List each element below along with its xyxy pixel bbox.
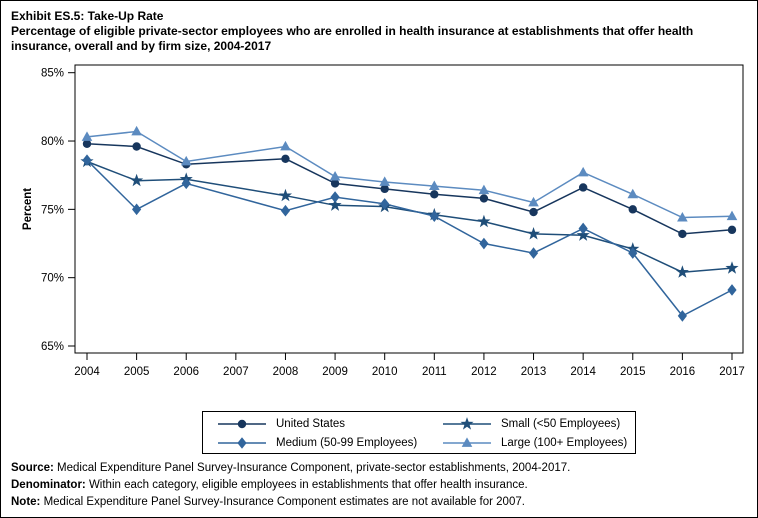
legend-item-small: Small (<50 Employees) xyxy=(442,414,627,433)
diamond-marker-icon xyxy=(280,204,291,217)
legend-label: Small (<50 Employees) xyxy=(501,417,621,430)
triangle-marker-icon xyxy=(429,180,440,191)
x-tick-label: 2009 xyxy=(322,366,348,378)
x-tick-label: 2008 xyxy=(273,366,299,378)
circle-marker-icon xyxy=(82,139,92,148)
circle-marker-icon xyxy=(430,190,439,199)
x-tick-label: 2017 xyxy=(719,366,745,378)
legend-label: Large (100+ Employees) xyxy=(501,436,628,449)
chart-legend: United States Small (<50 Employees) Medi… xyxy=(202,411,636,454)
diamond-marker-icon xyxy=(132,203,142,216)
diamond-marker-icon xyxy=(82,154,92,166)
star-marker-icon xyxy=(460,416,474,430)
diamond-marker-icon xyxy=(330,191,340,203)
legend-swatch-star-icon xyxy=(443,416,491,430)
circle-marker-icon xyxy=(380,184,389,194)
y-tick-label: 70% xyxy=(41,273,64,285)
diamond-marker-icon xyxy=(237,436,247,449)
circle-marker-icon xyxy=(727,225,737,235)
star-marker-icon xyxy=(526,227,541,240)
title-block: Exhibit ES.5: Take-Up Rate Percentage of… xyxy=(11,8,751,54)
x-tick-label: 2006 xyxy=(173,366,199,378)
triangle-marker-icon xyxy=(528,196,539,207)
triangle-marker-icon xyxy=(726,210,738,221)
legend-swatch-triangle-icon xyxy=(443,436,491,447)
diamond-marker-icon xyxy=(181,177,191,190)
triangle-marker-icon xyxy=(81,131,93,141)
x-tick-label: 2004 xyxy=(74,366,100,378)
footnote-denominator: Denominator: Within each category, eligi… xyxy=(11,479,528,491)
plot-frame xyxy=(74,64,744,354)
legend-label: United States xyxy=(276,417,346,430)
footnote-source: Source: Medical Expenditure Panel Survey… xyxy=(11,462,571,474)
series-markers-triangle xyxy=(81,125,738,222)
chart-subtitle: Percentage of eligible private-sector em… xyxy=(11,24,694,53)
star-marker-icon xyxy=(477,214,491,228)
x-tick-label: 2015 xyxy=(620,366,646,378)
takeup-rate-chart: 85% 80% 75% 70% 65% 2004 2005 2006 2007 2008 2009 2… xyxy=(22,64,745,378)
diamond-marker-icon xyxy=(578,222,588,235)
star-marker-icon xyxy=(278,188,293,202)
star-marker-icon xyxy=(725,261,739,274)
triangle-marker-icon xyxy=(329,170,341,181)
diamond-marker-icon xyxy=(380,198,390,210)
legend-swatch-circle-icon xyxy=(218,419,266,428)
star-marker-icon xyxy=(675,265,689,278)
legend-swatch-diamond-icon xyxy=(218,436,266,449)
footnotes: Source: Medical Expenditure Panel Survey… xyxy=(11,460,570,511)
series-markers-star xyxy=(80,154,739,278)
triangle-marker-icon xyxy=(577,166,589,177)
y-tick-label: 80% xyxy=(41,136,64,148)
circle-marker-icon xyxy=(578,183,588,192)
y-tick-label: 75% xyxy=(41,204,64,216)
star-marker-icon xyxy=(130,173,144,187)
circle-marker-icon xyxy=(281,154,290,163)
series-markers-diamond xyxy=(82,154,737,322)
x-tick-label: 2005 xyxy=(124,366,150,378)
triangle-marker-icon xyxy=(280,140,291,151)
legend-label: Medium (50-99 Employees) xyxy=(276,436,418,449)
circle-marker-icon xyxy=(479,194,489,203)
diamond-marker-icon xyxy=(677,310,687,322)
y-axis-label: Percent xyxy=(22,188,34,230)
circle-marker-icon xyxy=(237,419,247,428)
x-tick-label: 2014 xyxy=(570,366,596,378)
x-tick-label: 2013 xyxy=(521,366,547,378)
triangle-marker-icon xyxy=(627,188,639,199)
diamond-marker-icon xyxy=(479,237,489,250)
diamond-marker-icon xyxy=(528,247,539,259)
legend-item-medium: Medium (50-99 Employees) xyxy=(217,433,442,452)
x-tick-label: 2007 xyxy=(223,366,249,378)
diamond-marker-icon xyxy=(429,210,439,222)
triangle-marker-icon xyxy=(478,184,490,195)
x-tick-label: 2010 xyxy=(372,366,398,378)
circle-marker-icon xyxy=(529,207,538,217)
circle-marker-icon xyxy=(628,205,637,214)
x-tick-label: 2016 xyxy=(670,366,696,378)
y-tick-label: 85% xyxy=(41,68,64,80)
chart-title: Exhibit ES.5: Take-Up Rate xyxy=(11,9,164,23)
circle-marker-icon xyxy=(330,179,340,188)
triangle-marker-icon xyxy=(461,436,473,447)
triangle-marker-icon xyxy=(379,176,390,186)
diamond-marker-icon xyxy=(628,247,638,259)
circle-marker-icon xyxy=(132,142,141,151)
star-marker-icon xyxy=(328,198,342,211)
legend-item-united-states: United States xyxy=(217,414,442,433)
y-tick-label: 65% xyxy=(41,341,64,353)
circle-marker-icon xyxy=(678,229,687,239)
x-tick-label: 2011 xyxy=(422,366,447,378)
series-line-triangle xyxy=(86,130,733,219)
triangle-marker-icon xyxy=(677,211,688,222)
series-line-circle xyxy=(86,143,733,235)
diamond-marker-icon xyxy=(727,284,737,296)
triangle-marker-icon xyxy=(131,125,142,136)
star-marker-icon xyxy=(576,228,590,241)
footnote-note: Note: Medical Expenditure Panel Survey-I… xyxy=(11,496,525,508)
x-tick-label: 2012 xyxy=(471,366,497,378)
legend-item-large: Large (100+ Employees) xyxy=(442,433,627,452)
series-markers-circle xyxy=(82,139,737,239)
triangle-marker-icon xyxy=(180,155,192,166)
